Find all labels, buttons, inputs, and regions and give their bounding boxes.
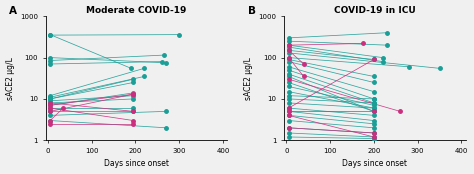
X-axis label: Days since onset: Days since onset — [104, 159, 169, 168]
Title: Moderate COVID-19: Moderate COVID-19 — [86, 6, 187, 15]
Y-axis label: sACE2 μg/L: sACE2 μg/L — [244, 57, 253, 100]
Text: A: A — [9, 6, 18, 16]
X-axis label: Days since onset: Days since onset — [342, 159, 408, 168]
Y-axis label: sACE2 μg/L: sACE2 μg/L — [6, 57, 15, 100]
Title: COVID-19 in ICU: COVID-19 in ICU — [334, 6, 416, 15]
Text: B: B — [248, 6, 256, 16]
